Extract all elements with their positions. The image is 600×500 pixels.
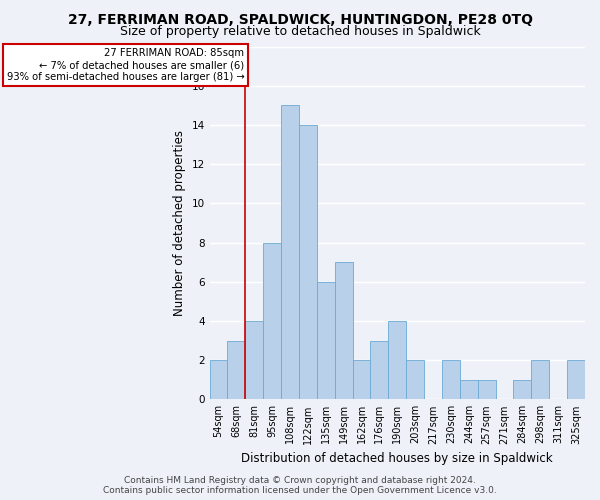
Text: Size of property relative to detached houses in Spaldwick: Size of property relative to detached ho…: [119, 25, 481, 38]
Bar: [353, 360, 370, 400]
Text: 27, FERRIMAN ROAD, SPALDWICK, HUNTINGDON, PE28 0TQ: 27, FERRIMAN ROAD, SPALDWICK, HUNTINGDON…: [67, 12, 533, 26]
X-axis label: Distribution of detached houses by size in Spaldwick: Distribution of detached houses by size …: [241, 452, 553, 465]
Bar: [478, 380, 496, 400]
Bar: [406, 360, 424, 400]
Bar: [263, 242, 281, 400]
Bar: [514, 380, 532, 400]
Y-axis label: Number of detached properties: Number of detached properties: [173, 130, 186, 316]
Text: 27 FERRIMAN ROAD: 85sqm
← 7% of detached houses are smaller (6)
93% of semi-deta: 27 FERRIMAN ROAD: 85sqm ← 7% of detached…: [7, 48, 244, 82]
Bar: [442, 360, 460, 400]
Bar: [245, 321, 263, 400]
Bar: [299, 125, 317, 400]
Bar: [460, 380, 478, 400]
Bar: [209, 360, 227, 400]
Bar: [567, 360, 585, 400]
Bar: [317, 282, 335, 400]
Bar: [227, 340, 245, 400]
Bar: [281, 106, 299, 400]
Bar: [532, 360, 549, 400]
Text: Contains HM Land Registry data © Crown copyright and database right 2024.
Contai: Contains HM Land Registry data © Crown c…: [103, 476, 497, 495]
Bar: [335, 262, 353, 400]
Bar: [388, 321, 406, 400]
Bar: [370, 340, 388, 400]
